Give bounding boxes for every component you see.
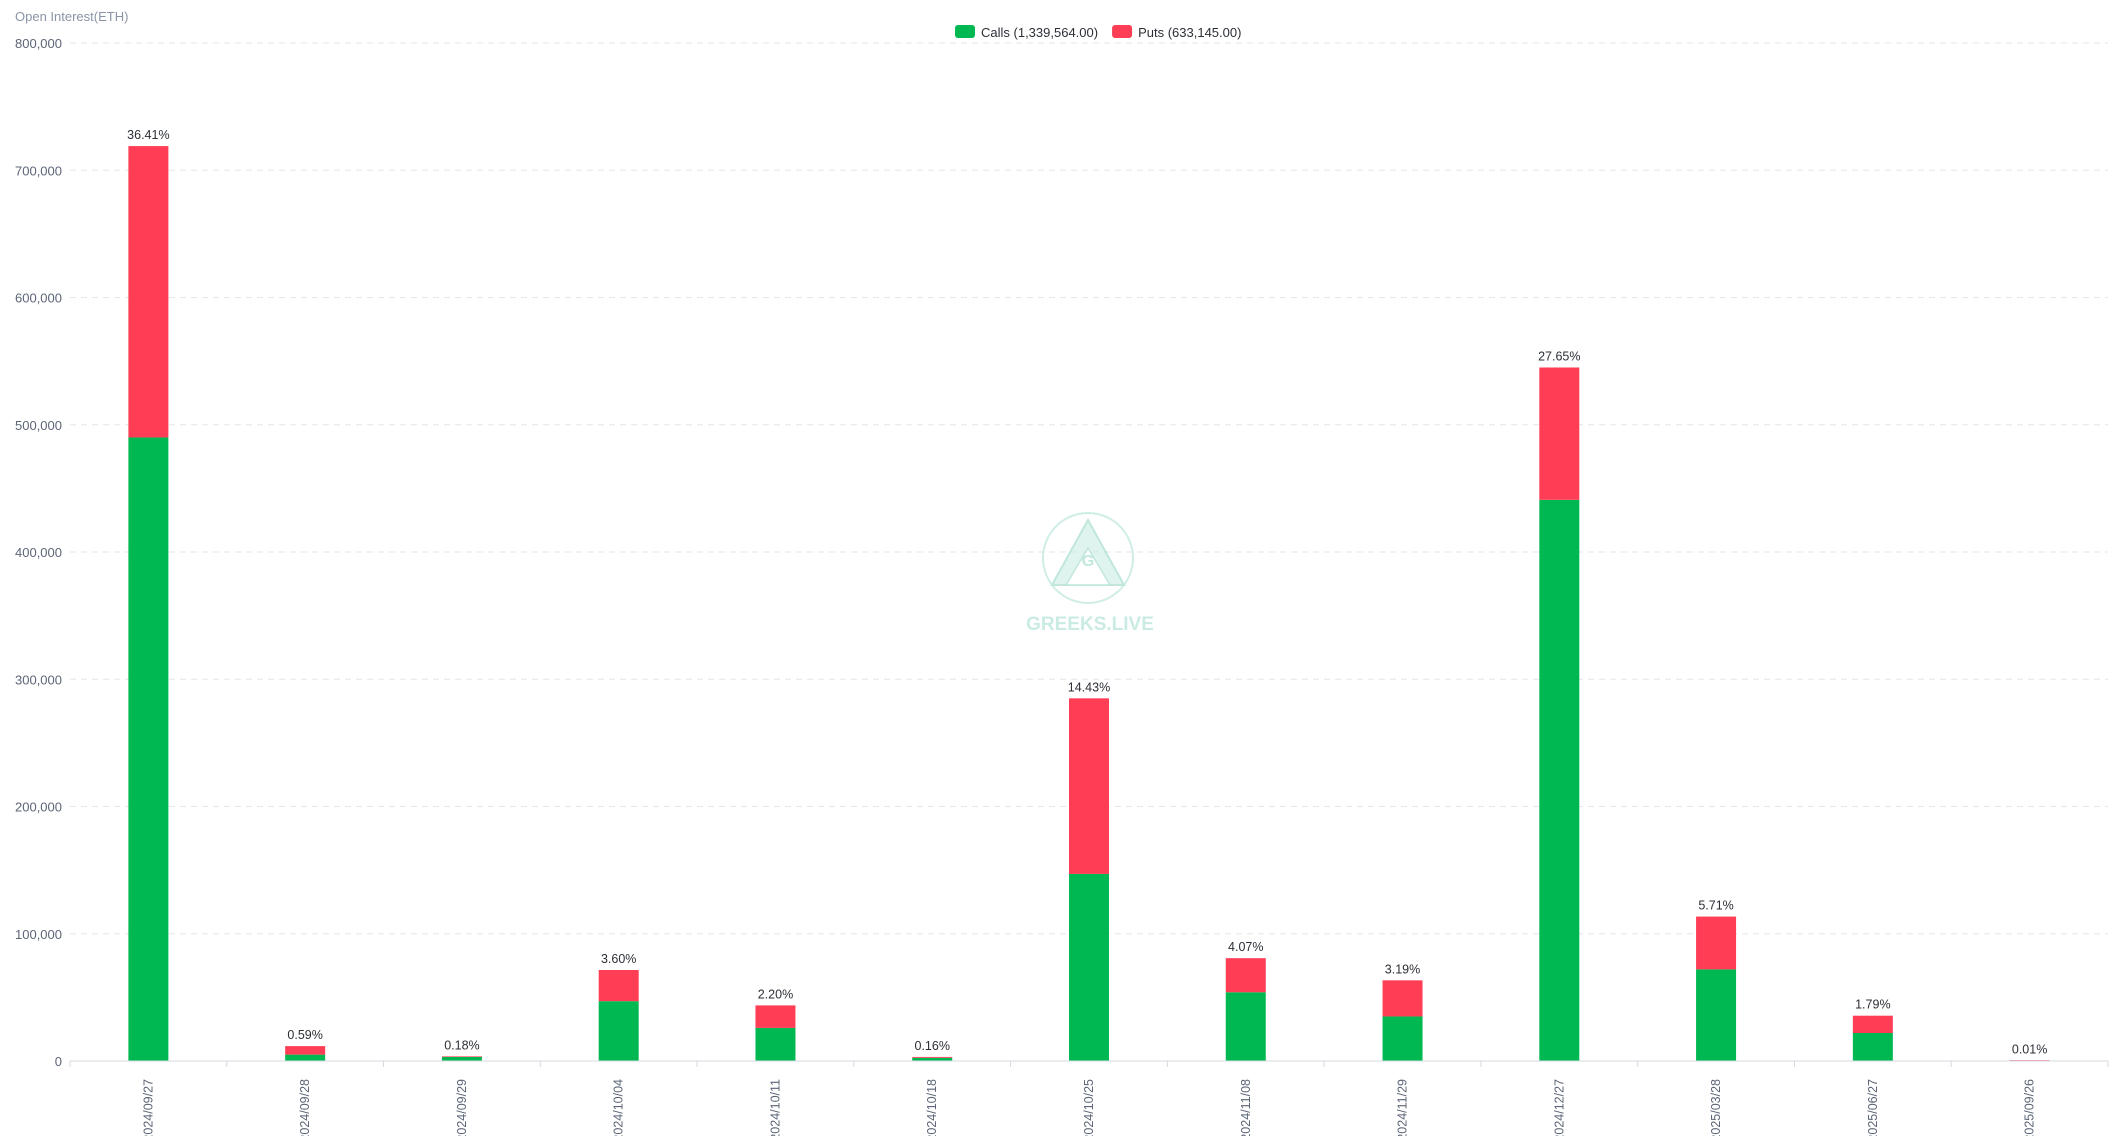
- calls-bar: [1225, 992, 1266, 1061]
- watermark-monogram: G: [1082, 553, 1094, 570]
- legend-calls-label[interactable]: Calls (1,339,564.00): [981, 25, 1098, 40]
- x-tick-label: 2025/03/28: [1709, 1079, 1723, 1136]
- puts-bar: [1696, 916, 1737, 970]
- y-tick-label: 0: [55, 1054, 62, 1069]
- bar-percent-label: 0.59%: [287, 1028, 322, 1042]
- calls-bar: [128, 437, 169, 1062]
- calls-bar: [755, 1027, 796, 1061]
- bar-percent-label: 36.41%: [127, 128, 169, 142]
- y-tick-label: 500,000: [15, 418, 62, 433]
- bar-percent-label: 3.19%: [1385, 962, 1420, 976]
- y-tick-label: 300,000: [15, 672, 62, 687]
- x-tick-label: 2024/10/18: [925, 1079, 939, 1136]
- legend-puts-swatch[interactable]: [1112, 25, 1133, 38]
- x-tick-label: 2024/12/27: [1552, 1079, 1566, 1136]
- puts-bar: [755, 1005, 796, 1028]
- y-tick-label: 600,000: [15, 291, 62, 306]
- bar-percent-label: 3.60%: [601, 952, 636, 966]
- calls-bar: [285, 1054, 326, 1061]
- bar-percent-label: 0.01%: [2012, 1043, 2047, 1057]
- x-tick-label: 2024/09/27: [141, 1079, 155, 1136]
- bar-percent-label: 5.71%: [1698, 899, 1733, 913]
- legend-puts-label[interactable]: Puts (633,145.00): [1138, 25, 1241, 40]
- x-tick-label: 2024/09/29: [455, 1079, 469, 1136]
- x-tick-label: 2024/09/28: [298, 1079, 312, 1136]
- y-tick-label: 800,000: [15, 36, 62, 51]
- axis-layer: 0 100,000 200,000 300,000 400,000 500,000 600,…: [15, 36, 2109, 1141]
- calls-bar: [912, 1057, 953, 1061]
- puts-bar: [1852, 1015, 1893, 1034]
- grid-layer: [70, 42, 2108, 935]
- labels-layer: 36.41% 0.59% 0.18% 3.60% 2.20% 0.16% 14.43% 4.0…: [127, 128, 2047, 1057]
- puts-bar: [1382, 980, 1423, 1017]
- bar-percent-label: 0.16%: [915, 1039, 950, 1053]
- calls-bar: [441, 1056, 482, 1061]
- bar-percent-label: 1.79%: [1855, 998, 1890, 1012]
- bar-percent-label: 2.20%: [758, 987, 793, 1001]
- x-tick-label: 2024/10/11: [768, 1079, 782, 1136]
- x-tick-label: 2025/09/26: [2023, 1079, 2037, 1136]
- calls-bar: [1696, 969, 1737, 1061]
- watermark-text: GREEKS.LIVE: [1026, 614, 1154, 635]
- calls-bar: [1852, 1033, 1893, 1061]
- x-tick-label: 2024/11/08: [1239, 1079, 1253, 1136]
- bar-percent-label: 14.43%: [1068, 680, 1110, 694]
- x-tick-label: 2024/10/25: [1082, 1079, 1096, 1136]
- bar-percent-label: 0.18%: [444, 1038, 479, 1052]
- calls-bar: [1539, 499, 1580, 1061]
- y-axis-title: Open Interest(ETH): [15, 9, 128, 24]
- bar-percent-label: 4.07%: [1228, 940, 1263, 954]
- bars-layer: [128, 146, 2050, 1062]
- legend-calls-swatch[interactable]: [955, 25, 975, 38]
- x-tick-label: 2024/11/29: [1396, 1079, 1410, 1136]
- calls-bar: [1069, 873, 1109, 1061]
- legend[interactable]: Calls (1,339,564.00) Puts (633,145.00): [955, 25, 1241, 40]
- x-tick-label: 2025/06/27: [1866, 1079, 1880, 1136]
- greeks-live-watermark: G GREEKS.LIVE: [1026, 512, 1154, 635]
- puts-bar: [598, 970, 639, 1002]
- calls-bar: [598, 1001, 639, 1061]
- x-tick-label: 2024/10/04: [612, 1079, 626, 1136]
- puts-bar: [1539, 367, 1580, 500]
- y-tick-label: 700,000: [15, 163, 62, 178]
- y-tick-label: 100,000: [15, 927, 62, 942]
- puts-bar: [1225, 958, 1266, 993]
- calls-bar: [1382, 1016, 1423, 1061]
- puts-bar: [128, 146, 169, 438]
- puts-bar: [441, 1056, 482, 1057]
- y-tick-label: 400,000: [15, 545, 62, 560]
- bar-percent-label: 27.65%: [1538, 349, 1580, 363]
- puts-bar: [912, 1056, 953, 1058]
- y-tick-label: 200,000: [15, 800, 62, 815]
- puts-bar: [1069, 698, 1109, 874]
- puts-bar: [285, 1046, 326, 1055]
